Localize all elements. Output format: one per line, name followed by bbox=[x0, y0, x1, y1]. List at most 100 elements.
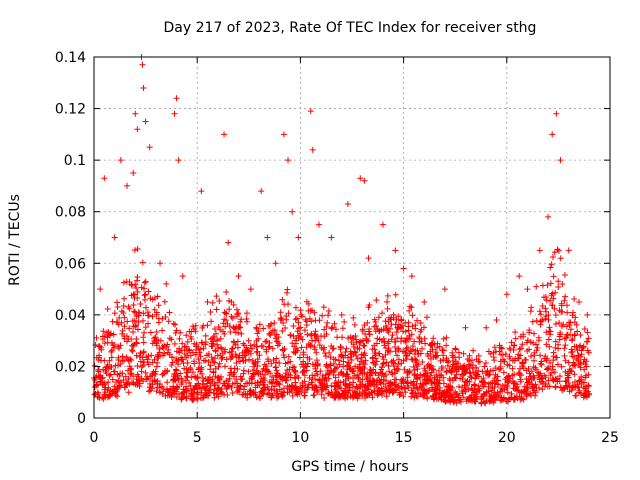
data-point bbox=[443, 389, 450, 396]
data-point bbox=[553, 354, 560, 361]
data-point bbox=[110, 331, 117, 338]
data-point bbox=[317, 379, 324, 386]
data-point bbox=[309, 337, 316, 344]
data-point bbox=[585, 382, 592, 389]
data-point bbox=[515, 386, 522, 393]
data-point bbox=[96, 343, 103, 350]
data-point bbox=[562, 382, 569, 389]
data-point bbox=[118, 319, 125, 326]
data-point bbox=[303, 298, 310, 305]
data-point bbox=[441, 393, 448, 400]
data-point bbox=[364, 371, 371, 378]
data-point bbox=[518, 345, 525, 352]
data-point bbox=[285, 310, 292, 317]
data-point bbox=[340, 363, 347, 370]
data-point bbox=[121, 335, 128, 342]
data-point bbox=[269, 345, 276, 352]
data-point bbox=[395, 356, 402, 363]
data-point bbox=[397, 338, 404, 345]
data-point bbox=[386, 389, 393, 396]
data-point bbox=[169, 391, 176, 398]
data-point bbox=[174, 374, 181, 381]
data-point bbox=[228, 369, 235, 376]
data-point bbox=[172, 321, 179, 328]
data-point bbox=[532, 389, 539, 396]
data-point bbox=[402, 352, 409, 359]
data-point bbox=[273, 367, 280, 374]
data-point bbox=[207, 379, 214, 386]
data-point bbox=[121, 384, 128, 391]
data-point bbox=[151, 335, 158, 342]
data-point bbox=[513, 387, 520, 394]
chart-title: Day 217 of 2023, Rate Of TEC Index for r… bbox=[164, 20, 537, 36]
data-point bbox=[406, 332, 413, 339]
data-point bbox=[250, 360, 257, 367]
data-point bbox=[511, 380, 518, 387]
data-point bbox=[345, 335, 352, 342]
data-point bbox=[112, 362, 119, 369]
data-point-peak bbox=[258, 188, 265, 195]
data-point bbox=[544, 355, 551, 362]
data-point bbox=[532, 392, 539, 399]
data-point bbox=[222, 346, 229, 353]
data-point bbox=[328, 343, 335, 350]
data-point bbox=[263, 346, 270, 353]
data-point bbox=[301, 327, 308, 334]
data-point bbox=[145, 320, 152, 327]
data-point bbox=[289, 392, 296, 399]
data-point bbox=[334, 334, 341, 341]
data-point bbox=[377, 379, 384, 386]
data-point bbox=[354, 395, 361, 402]
data-point-peak bbox=[140, 84, 147, 91]
data-point bbox=[325, 307, 332, 314]
data-point-peak bbox=[157, 260, 164, 267]
data-point bbox=[128, 336, 135, 343]
data-point bbox=[133, 352, 140, 359]
data-point bbox=[556, 333, 563, 340]
data-point bbox=[129, 379, 136, 386]
data-point bbox=[352, 363, 359, 370]
data-point bbox=[479, 378, 486, 385]
data-point bbox=[105, 379, 112, 386]
data-point bbox=[373, 297, 380, 304]
data-point bbox=[552, 321, 559, 328]
data-point bbox=[231, 365, 238, 372]
data-point bbox=[509, 365, 516, 372]
data-point-peak bbox=[171, 110, 178, 117]
data-point bbox=[182, 377, 189, 384]
data-point bbox=[367, 366, 374, 373]
data-point bbox=[414, 347, 421, 354]
data-point bbox=[232, 351, 239, 358]
data-point bbox=[380, 356, 387, 363]
data-point bbox=[286, 389, 293, 396]
x-tick-label: 0 bbox=[90, 430, 99, 446]
data-point-peak bbox=[117, 157, 124, 164]
data-point bbox=[504, 389, 511, 396]
data-point bbox=[443, 334, 450, 341]
data-point bbox=[389, 371, 396, 378]
data-point-peak bbox=[173, 95, 180, 102]
data-point bbox=[521, 387, 528, 394]
data-point bbox=[133, 285, 140, 292]
x-tick-label: 25 bbox=[601, 430, 619, 446]
data-point bbox=[378, 326, 385, 333]
data-point bbox=[547, 264, 554, 271]
data-point bbox=[137, 358, 144, 365]
data-point bbox=[571, 371, 578, 378]
data-point bbox=[396, 392, 403, 399]
data-point bbox=[456, 383, 463, 390]
data-point bbox=[561, 345, 568, 352]
data-point bbox=[160, 370, 167, 377]
data-point-peak bbox=[134, 126, 141, 133]
data-point bbox=[508, 339, 515, 346]
data-point bbox=[571, 332, 578, 339]
data-point bbox=[386, 368, 393, 375]
data-point bbox=[231, 325, 238, 332]
data-point-peak bbox=[553, 110, 560, 117]
data-point bbox=[256, 393, 263, 400]
data-point bbox=[347, 364, 354, 371]
data-point bbox=[393, 316, 400, 323]
data-point bbox=[436, 343, 443, 350]
data-point bbox=[142, 291, 149, 298]
data-point bbox=[524, 385, 531, 392]
